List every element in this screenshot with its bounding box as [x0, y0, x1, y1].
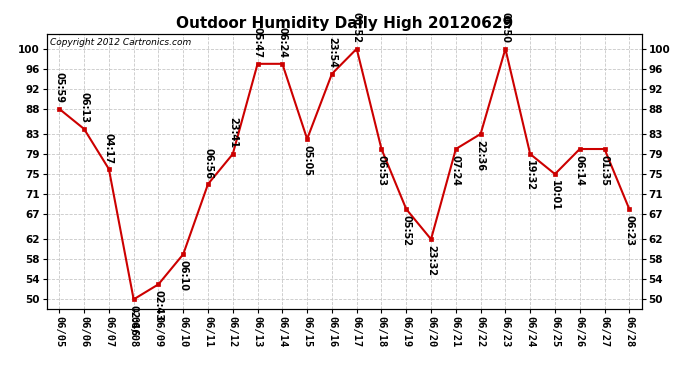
- Text: 06:14: 06:14: [575, 154, 584, 186]
- Text: 06:13: 06:13: [79, 92, 89, 123]
- Text: 02:46: 02:46: [128, 305, 139, 336]
- Text: 23:41: 23:41: [228, 117, 238, 148]
- Text: 05:05: 05:05: [302, 144, 312, 176]
- Title: Outdoor Humidity Daily High 20120629: Outdoor Humidity Daily High 20120629: [176, 16, 513, 31]
- Text: 06:50: 06:50: [500, 12, 511, 43]
- Text: 06:53: 06:53: [377, 154, 386, 186]
- Text: 23:32: 23:32: [426, 245, 436, 276]
- Text: 04:17: 04:17: [104, 132, 114, 164]
- Text: 06:56: 06:56: [203, 147, 213, 178]
- Text: 01:35: 01:35: [600, 154, 609, 186]
- Text: 19:32: 19:32: [525, 160, 535, 190]
- Text: 06:24: 06:24: [277, 27, 287, 58]
- Text: 05:59: 05:59: [55, 72, 64, 104]
- Text: 07:24: 07:24: [451, 154, 461, 186]
- Text: 22:36: 22:36: [475, 140, 486, 171]
- Text: 02:43: 02:43: [153, 290, 164, 321]
- Text: 05:52: 05:52: [402, 215, 411, 246]
- Text: 00:52: 00:52: [352, 12, 362, 43]
- Text: 05:47: 05:47: [253, 27, 263, 58]
- Text: Copyright 2012 Cartronics.com: Copyright 2012 Cartronics.com: [50, 38, 191, 47]
- Text: 23:54: 23:54: [327, 37, 337, 68]
- Text: 06:10: 06:10: [178, 260, 188, 291]
- Text: 06:23: 06:23: [624, 215, 634, 246]
- Text: 10:01: 10:01: [550, 180, 560, 211]
